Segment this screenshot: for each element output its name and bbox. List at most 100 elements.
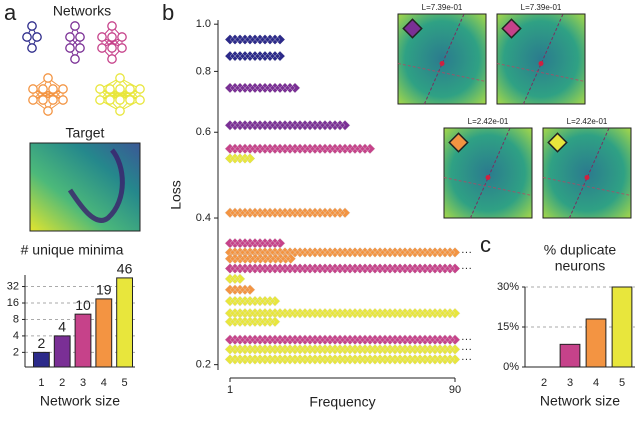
value-label: 4 xyxy=(58,319,66,335)
diamond-row xyxy=(224,354,461,365)
diamond-row xyxy=(224,247,461,258)
network-node xyxy=(115,95,125,105)
network-node xyxy=(65,43,75,53)
y-tick-label: 2 xyxy=(13,346,19,358)
network-node xyxy=(115,73,125,83)
network-node xyxy=(107,43,117,53)
network-node xyxy=(95,95,105,105)
panel-label: a xyxy=(4,0,17,25)
network-node xyxy=(48,95,58,105)
panel-label: b xyxy=(162,0,174,25)
network-node xyxy=(125,95,135,105)
diamond-row xyxy=(224,34,286,45)
inset-line xyxy=(522,13,564,105)
x-axis-label: Frequency xyxy=(309,394,375,410)
network-node xyxy=(95,84,105,94)
networks-title: Networks xyxy=(53,3,111,19)
value-label: 46 xyxy=(117,261,133,277)
network-node xyxy=(38,95,48,105)
diamond-row xyxy=(224,344,461,355)
value-label: 10 xyxy=(75,297,91,313)
inset-title: L=2.42e-01 xyxy=(468,117,509,126)
truncation-mark: ··· xyxy=(461,334,472,346)
bar xyxy=(611,286,633,368)
inset-marker xyxy=(402,18,423,39)
network-node xyxy=(105,84,115,94)
target-valley xyxy=(67,148,125,223)
network-node xyxy=(115,84,125,94)
network-node xyxy=(105,95,115,105)
x-tick-label: 5 xyxy=(619,377,625,389)
network-node xyxy=(70,21,80,31)
diamond-row xyxy=(224,295,281,307)
y-tick-label: 4 xyxy=(13,330,19,342)
network-node xyxy=(27,21,37,31)
x-tick-label: 2 xyxy=(59,377,65,389)
y-tick-label: 8 xyxy=(13,313,19,325)
inset-title: L=7.39e-01 xyxy=(521,3,562,12)
inset-line xyxy=(469,127,511,219)
x-tick-label: 3 xyxy=(80,377,86,389)
bar xyxy=(585,318,607,368)
network-node xyxy=(58,95,68,105)
network-edge xyxy=(32,88,64,101)
y-tick-label: 1.0 xyxy=(196,18,211,30)
network-node xyxy=(32,32,42,42)
y-tick-label: 0.2 xyxy=(196,359,211,371)
bar xyxy=(32,351,50,368)
diamond-row xyxy=(224,316,281,327)
inset-marker xyxy=(547,132,568,153)
network-node xyxy=(97,32,107,42)
x-tick-label: 90 xyxy=(449,384,461,396)
diamond-row xyxy=(224,284,256,296)
target-title: Target xyxy=(66,125,105,141)
inset-point xyxy=(584,175,590,180)
network-node xyxy=(22,32,32,42)
network-node xyxy=(125,84,135,94)
diamond-row xyxy=(224,237,286,249)
network-node xyxy=(107,32,117,42)
truncation-mark: ··· xyxy=(461,262,472,274)
y-tick-label: 0.6 xyxy=(196,126,211,138)
inset-point xyxy=(439,61,445,66)
diamond-row xyxy=(224,50,286,62)
network-node xyxy=(75,32,85,42)
inset-marker xyxy=(448,132,469,153)
y-tick-label: 32 xyxy=(7,280,19,292)
bar xyxy=(95,298,113,368)
network-node xyxy=(75,43,85,53)
bar xyxy=(559,343,581,368)
diamond-row xyxy=(224,153,256,164)
network-node xyxy=(107,54,117,64)
truncation-mark: ··· xyxy=(461,353,472,365)
y-axis-label: Loss xyxy=(168,180,184,210)
inset-title: L=7.39e-01 xyxy=(422,3,463,12)
x-axis-label: Network size xyxy=(40,393,120,409)
network-node xyxy=(117,43,127,53)
diamond-row xyxy=(224,273,246,285)
truncation-mark: ··· xyxy=(461,343,472,355)
chart-title: # unique minima xyxy=(21,242,124,258)
y-tick-label: 16 xyxy=(7,297,19,309)
diamond-row xyxy=(224,263,461,274)
network-node xyxy=(58,84,68,94)
diamond-row xyxy=(224,307,461,319)
truncation-mark: ··· xyxy=(461,246,472,258)
inset-marker xyxy=(501,18,522,39)
inset-point xyxy=(485,175,491,180)
network-node xyxy=(107,21,117,31)
x-tick-label: 1 xyxy=(38,377,44,389)
diamond-row xyxy=(224,253,296,264)
network-node xyxy=(27,43,37,53)
network-node xyxy=(28,95,38,105)
x-tick-label: 4 xyxy=(593,377,599,389)
network-node xyxy=(97,43,107,53)
y-tick-label: 0% xyxy=(503,361,519,373)
inset-point xyxy=(538,61,544,66)
diamond-row xyxy=(224,334,461,346)
y-tick-label: 0.8 xyxy=(196,65,211,77)
network-node xyxy=(28,84,38,94)
network-edge xyxy=(109,88,141,101)
network-node xyxy=(135,84,145,94)
